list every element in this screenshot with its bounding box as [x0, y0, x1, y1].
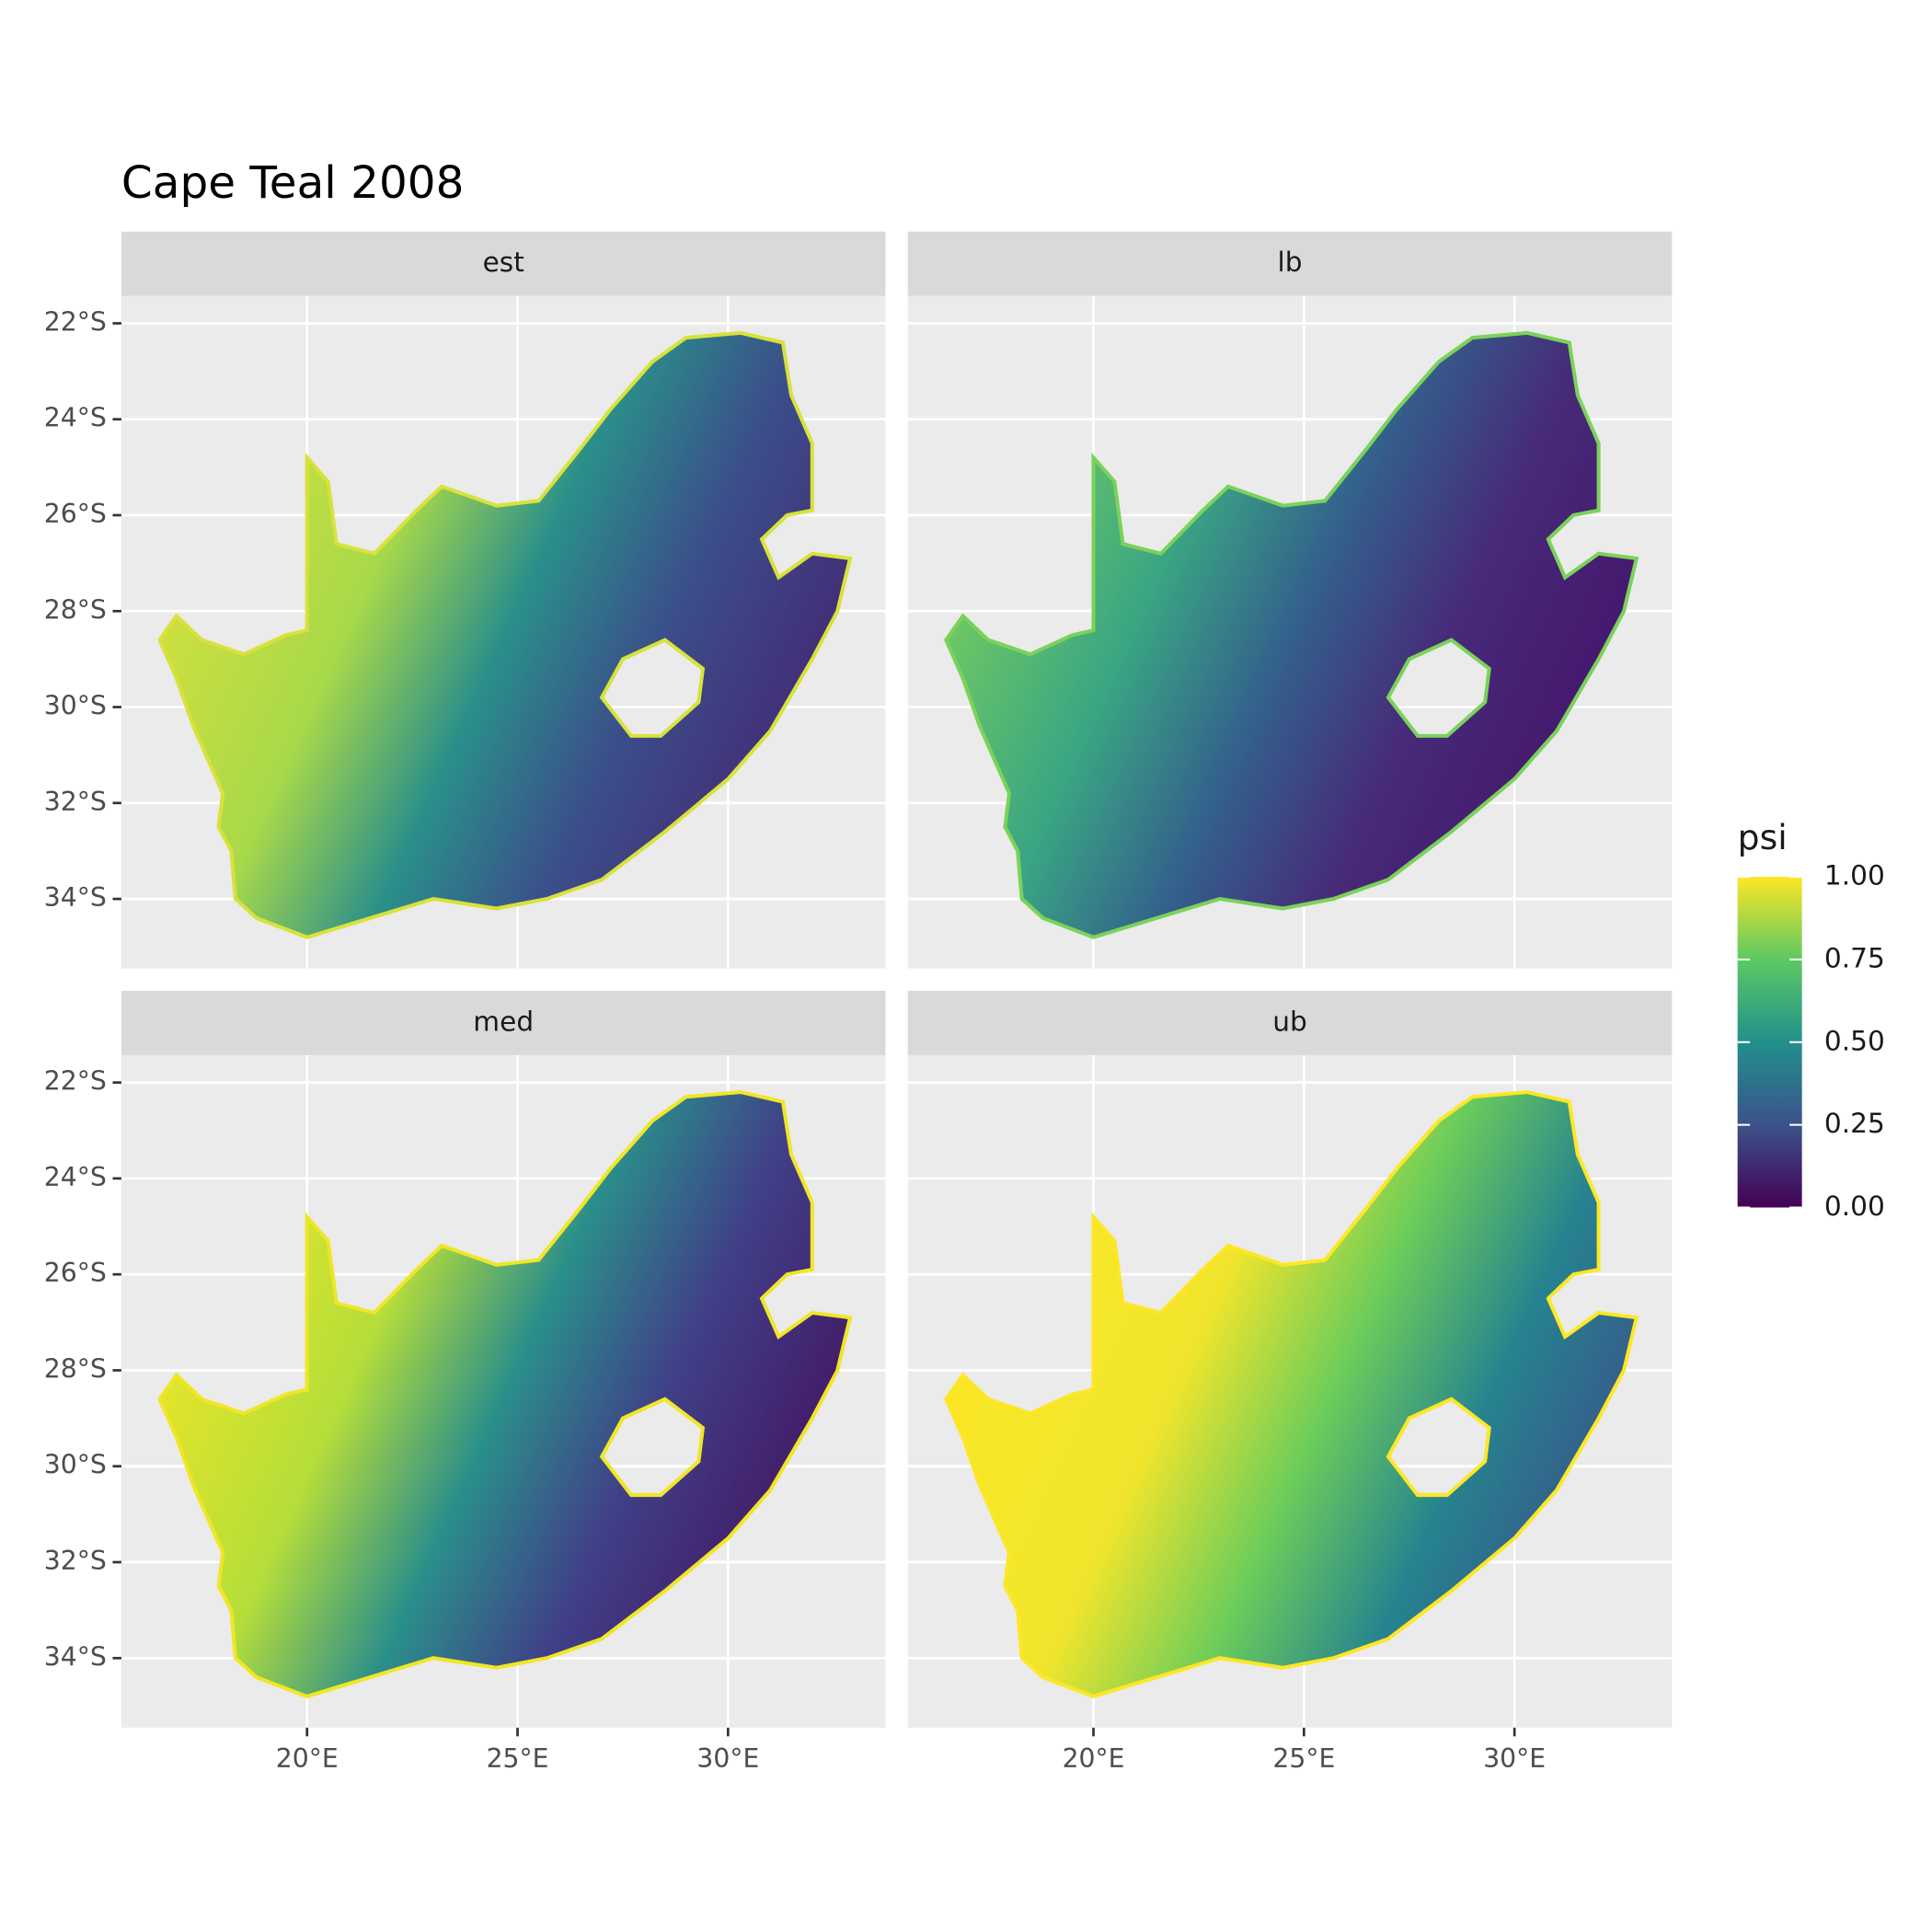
y-tick-label: 30°S [44, 691, 107, 721]
x-tick-label: 20°E [1063, 1743, 1125, 1774]
x-tick-label: 30°E [1483, 1743, 1546, 1774]
map-region [944, 1089, 1639, 1699]
facet-label: ub [1272, 1006, 1307, 1037]
y-tick-label: 24°S [44, 1162, 107, 1192]
map-region [944, 330, 1639, 939]
legend-label: 0.25 [1824, 1108, 1885, 1139]
x-tick-label: 25°E [1272, 1743, 1335, 1774]
strip-background [907, 990, 1673, 1055]
chart-title: Cape Teal 2008 [121, 157, 465, 209]
y-tick-label: 28°S [44, 1353, 107, 1384]
y-tick-label: 30°S [44, 1450, 107, 1480]
y-tick-label: 22°S [44, 1066, 107, 1097]
y-tick-label: 24°S [44, 403, 107, 433]
y-tick-label: 26°S [44, 499, 107, 529]
legend-label: 1.00 [1824, 860, 1885, 891]
y-tick-label: 32°S [44, 787, 107, 817]
legend-label: 0.00 [1824, 1190, 1885, 1222]
facet-label: lb [1278, 247, 1303, 278]
map-region [157, 1089, 853, 1699]
facet-label: med [473, 1006, 534, 1037]
y-tick-label: 34°S [44, 882, 107, 913]
y-tick-label: 34°S [44, 1641, 107, 1672]
x-tick-label: 25°E [487, 1743, 549, 1774]
strip-background [121, 990, 886, 1055]
legend-label: 0.50 [1824, 1025, 1885, 1056]
strip-background [907, 231, 1673, 296]
legend-title: psi [1738, 817, 1788, 857]
x-tick-label: 30°E [696, 1743, 759, 1774]
x-tick-label: 20°E [276, 1743, 339, 1774]
y-tick-label: 26°S [44, 1258, 107, 1288]
y-tick-label: 28°S [44, 594, 107, 625]
legend-label: 0.75 [1824, 942, 1885, 973]
y-tick-label: 22°S [44, 306, 107, 337]
strip-background [121, 231, 886, 296]
y-tick-label: 32°S [44, 1546, 107, 1576]
facet-label: est [483, 247, 524, 278]
map-region [157, 330, 853, 939]
